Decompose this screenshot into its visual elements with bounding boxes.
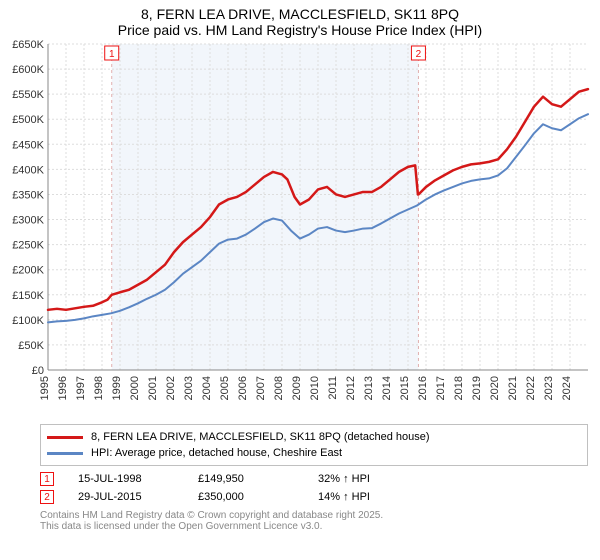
footer: Contains HM Land Registry data © Crown c… [40, 510, 588, 532]
legend: 8, FERN LEA DRIVE, MACCLESFIELD, SK11 8P… [40, 424, 588, 466]
sale-date: 15-JUL-1998 [78, 473, 198, 485]
svg-text:2: 2 [416, 49, 422, 60]
svg-text:£400K: £400K [12, 164, 44, 176]
svg-text:2012: 2012 [345, 376, 357, 400]
sale-price: £149,950 [198, 473, 318, 485]
svg-text:2018: 2018 [453, 376, 465, 400]
svg-text:1996: 1996 [57, 376, 69, 400]
svg-text:2009: 2009 [291, 376, 303, 400]
svg-text:2017: 2017 [435, 376, 447, 400]
svg-text:£250K: £250K [12, 240, 44, 252]
chart-area: £0 £50K £100K £150K £200K £250K £300K £350K £400… [0, 40, 600, 420]
svg-text:2013: 2013 [363, 376, 375, 400]
chart-titles: 8, FERN LEA DRIVE, MACCLESFIELD, SK11 8P… [0, 0, 600, 40]
legend-label: HPI: Average price, detached house, Ches… [91, 447, 342, 459]
chart-svg: £0 £50K £100K £150K £200K £250K £300K £350K £400… [0, 40, 600, 420]
svg-text:£150K: £150K [12, 290, 44, 302]
svg-text:2007: 2007 [255, 376, 267, 400]
footer-line1: Contains HM Land Registry data © Crown c… [40, 510, 588, 521]
svg-text:2008: 2008 [273, 376, 285, 400]
svg-text:2024: 2024 [561, 376, 573, 400]
svg-text:1: 1 [109, 49, 115, 60]
svg-text:2010: 2010 [309, 376, 321, 400]
sale-row: 1 15-JUL-1998£149,95032% ↑ HPI [40, 470, 588, 488]
svg-text:£50K: £50K [18, 340, 44, 352]
legend-row: 8, FERN LEA DRIVE, MACCLESFIELD, SK11 8P… [47, 429, 581, 445]
svg-text:1995: 1995 [39, 376, 51, 400]
legend-row: HPI: Average price, detached house, Ches… [47, 445, 581, 461]
svg-text:2021: 2021 [507, 376, 519, 400]
svg-text:2002: 2002 [165, 376, 177, 400]
chart-title-desc: Price paid vs. HM Land Registry's House … [4, 22, 596, 38]
root: { "titles": { "line1": "8, FERN LEA DRIV… [0, 0, 600, 560]
svg-text:£350K: £350K [12, 189, 44, 201]
chart-title-address: 8, FERN LEA DRIVE, MACCLESFIELD, SK11 8P… [4, 6, 596, 22]
legend-label: 8, FERN LEA DRIVE, MACCLESFIELD, SK11 8P… [91, 431, 430, 443]
svg-text:2004: 2004 [201, 376, 213, 400]
svg-text:2006: 2006 [237, 376, 249, 400]
svg-text:2000: 2000 [129, 376, 141, 400]
svg-text:2014: 2014 [381, 376, 393, 400]
sale-marker-icon: 1 [40, 472, 54, 486]
svg-text:£600K: £600K [12, 64, 44, 76]
svg-text:2011: 2011 [327, 376, 339, 400]
svg-text:£500K: £500K [12, 114, 44, 126]
svg-text:£300K: £300K [12, 215, 44, 227]
svg-text:2020: 2020 [489, 376, 501, 400]
svg-text:1998: 1998 [93, 376, 105, 400]
svg-text:2015: 2015 [399, 376, 411, 400]
svg-text:2016: 2016 [417, 376, 429, 400]
svg-text:1999: 1999 [111, 376, 123, 400]
sales-table: 1 15-JUL-1998£149,95032% ↑ HPI 2 29-JUL-201… [40, 470, 588, 506]
legend-swatch [47, 436, 83, 439]
svg-text:2001: 2001 [147, 376, 159, 400]
svg-text:2003: 2003 [183, 376, 195, 400]
sale-date: 29-JUL-2015 [78, 491, 198, 503]
svg-text:£100K: £100K [12, 315, 44, 327]
svg-text:1997: 1997 [75, 376, 87, 400]
svg-text:£450K: £450K [12, 139, 44, 151]
legend-swatch [47, 452, 83, 455]
sale-row: 2 29-JUL-2015£350,00014% ↑ HPI [40, 488, 588, 506]
svg-text:£200K: £200K [12, 265, 44, 277]
sale-marker-icon: 2 [40, 490, 54, 504]
svg-text:2022: 2022 [525, 376, 537, 400]
sale-price: £350,000 [198, 491, 318, 503]
sale-delta: 32% ↑ HPI [318, 473, 438, 485]
sale-delta: 14% ↑ HPI [318, 491, 438, 503]
svg-text:2019: 2019 [471, 376, 483, 400]
svg-text:£650K: £650K [12, 40, 44, 51]
svg-text:£0: £0 [32, 365, 44, 377]
svg-text:2023: 2023 [543, 376, 555, 400]
footer-line2: This data is licensed under the Open Gov… [40, 521, 588, 532]
svg-text:£550K: £550K [12, 89, 44, 101]
svg-text:2005: 2005 [219, 376, 231, 400]
